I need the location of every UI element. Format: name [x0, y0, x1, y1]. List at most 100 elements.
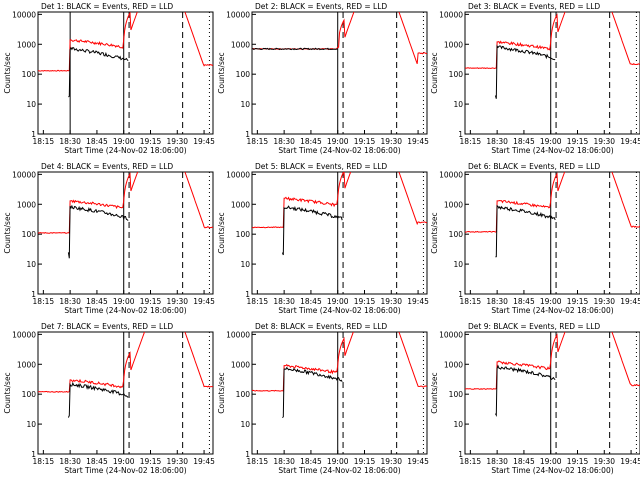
x-tick-label: 18:15 — [33, 457, 55, 466]
panel-title: Det 1: BLACK = Events, RED = LLD — [41, 2, 173, 11]
x-tick-label: 19:15 — [354, 137, 376, 146]
x-tick-label: 19:45 — [407, 137, 429, 146]
y-tick-label: 100 — [22, 390, 37, 399]
y-tick-label: 100 — [449, 390, 464, 399]
x-tick-label: 19:15 — [140, 297, 162, 306]
x-tick-label: 18:15 — [247, 457, 269, 466]
y-tick-label: 1 — [458, 290, 463, 299]
x-tick-label: 19:00 — [540, 137, 562, 146]
x-tick-label: 19:00 — [113, 457, 135, 466]
x-tick-label: 18:15 — [460, 137, 482, 146]
y-tick-label: 10000 — [439, 170, 463, 179]
y-tick-label: 1000 — [17, 360, 36, 369]
events-series-line — [67, 381, 129, 418]
x-tick-label: 19:45 — [193, 297, 215, 306]
y-axis-label: Counts/sec — [217, 52, 226, 93]
x-tick-label: 19:30 — [166, 457, 188, 466]
events-series-line — [68, 46, 129, 98]
y-tick-label: 10 — [26, 100, 36, 109]
y-tick-label: 100 — [22, 70, 37, 79]
y-tick-label: 1 — [31, 290, 36, 299]
panel-frame — [37, 331, 214, 455]
y-tick-label: 1000 — [444, 360, 463, 369]
x-tick-label: 18:30 — [59, 137, 81, 146]
x-tick-label: 19:00 — [113, 297, 135, 306]
y-tick-label: 10000 — [12, 170, 36, 179]
x-tick-label: 18:30 — [486, 137, 508, 146]
x-tick-label: 19:30 — [380, 297, 402, 306]
x-tick-label: 18:30 — [59, 457, 81, 466]
y-tick-label: 10000 — [12, 330, 36, 339]
panel-title: Det 4: BLACK = Events, RED = LLD — [41, 162, 173, 171]
x-tick-label: 18:45 — [86, 137, 108, 146]
x-tick-label: 19:45 — [193, 137, 215, 146]
panel-frame — [37, 11, 214, 135]
lld-series-line — [252, 172, 427, 229]
y-tick-label: 1 — [458, 130, 463, 139]
panel-title: Det 6: BLACK = Events, RED = LLD — [468, 162, 600, 171]
lld-series-line — [38, 12, 213, 72]
x-axis-label: Start Time (24-Nov-02 18:06:00) — [278, 306, 400, 315]
lld-series-line — [465, 172, 640, 233]
y-tick-label: 1000 — [17, 200, 36, 209]
x-tick-label: 19:15 — [567, 137, 589, 146]
x-tick-label: 18:30 — [486, 457, 508, 466]
panel-frame — [464, 11, 640, 135]
y-tick-label: 100 — [236, 70, 251, 79]
y-tick-label: 1000 — [231, 40, 250, 49]
lld-series-line — [252, 12, 427, 64]
x-tick-label: 19:00 — [327, 137, 349, 146]
panel-frame — [464, 171, 640, 295]
lld-series-line — [465, 12, 640, 70]
x-tick-label: 19:45 — [193, 457, 215, 466]
lld-series-line — [465, 332, 640, 390]
x-tick-label: 18:15 — [460, 457, 482, 466]
panel-title: Det 2: BLACK = Events, RED = LLD — [255, 2, 387, 11]
x-axis-label: Start Time (24-Nov-02 18:06:00) — [64, 146, 186, 155]
y-tick-label: 10 — [240, 420, 250, 429]
y-tick-label: 100 — [449, 230, 464, 239]
panel-title: Det 9: BLACK = Events, RED = LLD — [468, 322, 600, 331]
y-tick-label: 10 — [453, 100, 463, 109]
x-axis-label: Start Time (24-Nov-02 18:06:00) — [491, 306, 613, 315]
x-tick-label: 19:30 — [166, 297, 188, 306]
x-tick-label: 18:45 — [513, 457, 535, 466]
y-tick-label: 100 — [236, 230, 251, 239]
y-axis-label: Counts/sec — [3, 212, 12, 253]
panel-frame — [464, 331, 640, 455]
y-tick-label: 1 — [31, 450, 36, 459]
x-tick-label: 19:00 — [113, 137, 135, 146]
y-axis-label: Counts/sec — [217, 372, 226, 413]
events-series-line — [494, 44, 556, 99]
y-tick-label: 10 — [240, 100, 250, 109]
x-tick-label: 19:30 — [380, 137, 402, 146]
y-axis-label: Counts/sec — [430, 52, 439, 93]
y-tick-label: 1 — [245, 290, 250, 299]
panel-title: Det 5: BLACK = Events, RED = LLD — [255, 162, 387, 171]
x-axis-label: Start Time (24-Nov-02 18:06:00) — [491, 146, 613, 155]
y-tick-label: 1000 — [231, 200, 250, 209]
x-axis-label: Start Time (24-Nov-02 18:06:00) — [278, 466, 400, 475]
y-tick-label: 10000 — [439, 330, 463, 339]
events-series-line — [494, 364, 556, 418]
y-tick-label: 1000 — [444, 40, 463, 49]
x-tick-label: 19:45 — [407, 457, 429, 466]
x-axis-label: Start Time (24-Nov-02 18:06:00) — [278, 146, 400, 155]
x-tick-label: 18:30 — [273, 297, 295, 306]
y-tick-label: 10 — [453, 420, 463, 429]
y-tick-label: 10000 — [12, 10, 36, 19]
y-tick-label: 1 — [31, 130, 36, 139]
x-tick-label: 19:15 — [140, 457, 162, 466]
y-tick-label: 100 — [22, 230, 37, 239]
x-tick-label: 19:15 — [567, 297, 589, 306]
x-tick-label: 18:45 — [300, 457, 322, 466]
y-tick-label: 1 — [245, 130, 250, 139]
x-tick-label: 19:15 — [140, 137, 162, 146]
lld-series-line — [38, 332, 213, 393]
x-tick-label: 19:45 — [407, 297, 429, 306]
lld-series-line — [252, 332, 427, 392]
x-tick-label: 19:45 — [620, 137, 640, 146]
y-tick-label: 1 — [458, 450, 463, 459]
